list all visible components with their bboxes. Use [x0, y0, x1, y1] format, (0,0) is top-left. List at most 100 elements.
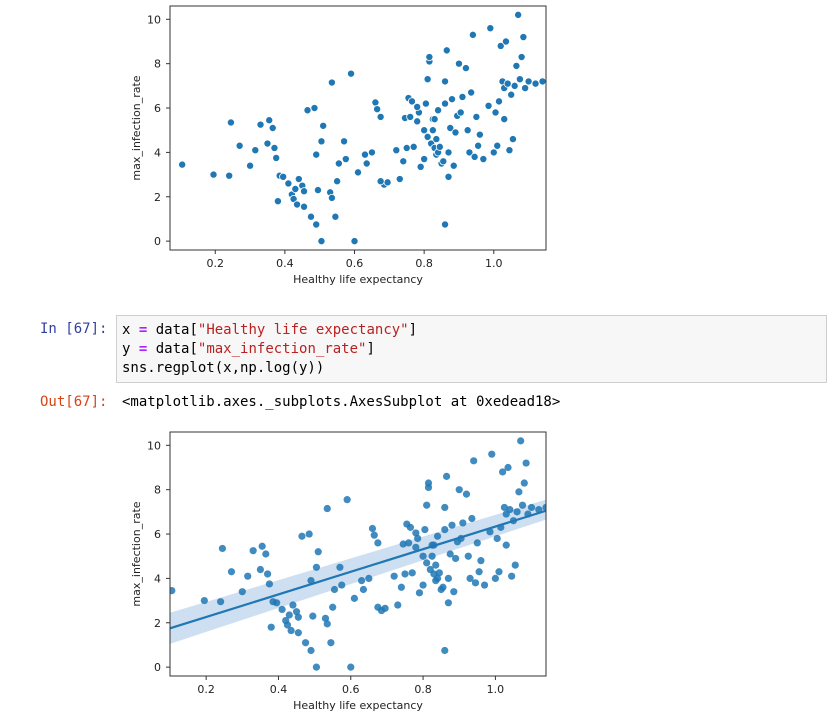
- scatter-point: [370, 531, 378, 539]
- scatter-point: [358, 577, 366, 585]
- scatter-point: [420, 155, 429, 164]
- scatter-point: [374, 539, 382, 547]
- y-tick-label: 10: [147, 13, 161, 26]
- scatter-point: [343, 496, 351, 504]
- scatter-point: [441, 526, 449, 534]
- scatter-point: [218, 544, 227, 553]
- scatter-point: [303, 106, 312, 115]
- scatter-point: [307, 646, 315, 655]
- scatter-point: [500, 115, 509, 124]
- scatter-point: [433, 574, 442, 582]
- scatter-point: [538, 77, 546, 86]
- code-token: ]: [408, 322, 418, 338]
- scatter-point: [494, 97, 503, 106]
- scatter-point: [294, 175, 303, 184]
- y-axis-label: max_infection_rate: [130, 501, 143, 606]
- scatter-point: [475, 568, 483, 576]
- scatter-point: [381, 604, 389, 612]
- scatter-point: [264, 570, 272, 578]
- scatter-point: [446, 550, 454, 558]
- y-tick-label: 8: [154, 484, 161, 497]
- scatter-point: [312, 220, 321, 229]
- scatter-point: [491, 108, 500, 117]
- code-cell[interactable]: x = data["Healthy life expectancy"] y = …: [116, 315, 827, 383]
- scatter-point: [499, 468, 507, 476]
- scatter-point: [514, 10, 523, 19]
- scatter-point: [419, 552, 427, 560]
- scatter-point: [321, 614, 330, 622]
- scatter-point: [458, 92, 467, 101]
- scatter-point: [402, 143, 411, 152]
- scatter-point: [409, 142, 418, 151]
- y-tick-label: 8: [154, 58, 161, 71]
- scatter-point: [317, 137, 326, 146]
- scatter-point: [517, 53, 526, 62]
- scatter-point: [258, 542, 266, 550]
- in-prompt: In [67]:: [40, 321, 108, 337]
- scatter-point: [312, 563, 321, 571]
- scatter-point: [521, 84, 530, 93]
- scatter-point: [227, 568, 236, 576]
- scatter-point: [263, 139, 272, 148]
- scatter-point: [493, 534, 501, 543]
- scatter-point: [395, 175, 404, 184]
- scatter-point: [459, 519, 467, 527]
- scatter-point: [425, 53, 434, 62]
- scatter-point: [279, 172, 288, 181]
- scatter-point: [468, 514, 476, 523]
- scatter-point: [330, 585, 339, 594]
- y-tick-label: 0: [154, 235, 161, 248]
- output-text: <matplotlib.axes._subplots.AxesSubplot a…: [122, 394, 561, 410]
- scatter-point: [307, 577, 315, 585]
- scatter-point: [333, 177, 342, 186]
- scatter-point: [267, 623, 275, 631]
- scatter-point: [217, 598, 225, 606]
- y-tick-label: 10: [147, 439, 161, 452]
- plot-frame: [169, 5, 547, 251]
- points-group: [170, 437, 546, 671]
- scatter-point: [441, 220, 450, 229]
- scatter-point: [420, 126, 429, 135]
- scatter-point: [256, 120, 265, 129]
- regression-line: [170, 509, 546, 630]
- scatter-point: [465, 148, 474, 157]
- x-tick-label: 0.6: [342, 683, 360, 696]
- scatter-point: [415, 589, 424, 597]
- scatter-point: [399, 157, 408, 166]
- scatter-point: [463, 126, 472, 135]
- scatter-point: [289, 601, 297, 609]
- scatter-point: [407, 97, 416, 106]
- scatter-point: [412, 529, 420, 537]
- scatter-point: [423, 559, 431, 567]
- scatter-point: [448, 521, 456, 529]
- scatter-point: [421, 526, 429, 534]
- scatter-point: [178, 160, 187, 169]
- scatter-point: [273, 599, 281, 607]
- scatter-point: [439, 583, 447, 591]
- scatter-point: [470, 152, 479, 161]
- x-tick-label: 1.0: [485, 257, 503, 270]
- scatter-point: [283, 621, 292, 629]
- scatter-point: [291, 184, 300, 193]
- scatter-point: [265, 116, 274, 125]
- scatter-point: [508, 572, 516, 580]
- scatter-point: [414, 534, 422, 543]
- scatter-point: [327, 639, 335, 647]
- scatter-point: [468, 30, 477, 39]
- scatter-point: [367, 148, 376, 157]
- code-token: data[: [147, 322, 198, 338]
- scatter-point: [284, 179, 293, 188]
- scatter-point: [456, 108, 465, 117]
- scatter-point: [405, 539, 413, 547]
- scatter-point: [510, 81, 519, 90]
- scatter-point: [505, 146, 514, 155]
- scatter-point: [246, 161, 255, 170]
- scatter-point: [486, 24, 495, 33]
- scatter-point: [268, 124, 277, 133]
- code-token: ]: [366, 341, 375, 357]
- scatter-point: [350, 237, 359, 246]
- scatter-point: [444, 172, 453, 181]
- x-tick-label: 0.6: [346, 257, 364, 270]
- chart-top-svg: 0.2 0.4 0.6 0.8 1.0 0 2 4 6 8 10 Healthy life expec…: [130, 5, 547, 286]
- scatter-point: [432, 561, 440, 569]
